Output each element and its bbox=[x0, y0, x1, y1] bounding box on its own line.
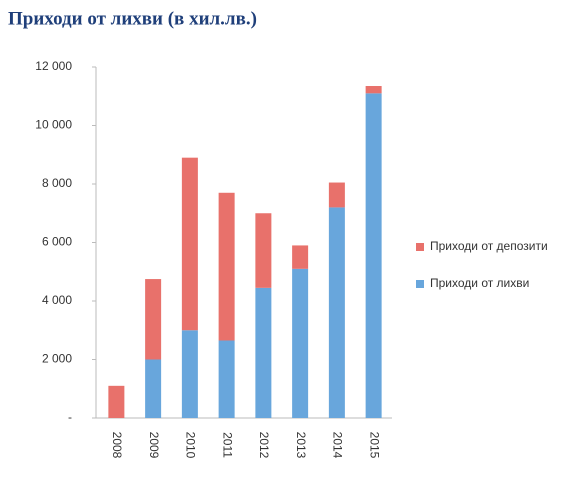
bar-segment bbox=[218, 340, 235, 418]
legend-swatch bbox=[416, 280, 424, 288]
bar-segment bbox=[108, 385, 125, 418]
bar-segment bbox=[328, 207, 345, 418]
bar-segment bbox=[328, 182, 345, 208]
bar-segment bbox=[218, 192, 235, 341]
x-tick-label: 2014 bbox=[331, 432, 345, 459]
legend-swatch bbox=[416, 243, 424, 251]
x-tick-label: 2015 bbox=[367, 432, 381, 459]
y-tick-label: 2 000 bbox=[42, 352, 72, 366]
y-tick-label: 12 000 bbox=[35, 59, 72, 73]
y-tick-label: 6 000 bbox=[42, 235, 72, 249]
x-tick-label: 2013 bbox=[294, 432, 308, 459]
bar-segment bbox=[181, 157, 198, 331]
x-tick-label: 2010 bbox=[184, 432, 198, 459]
bar-segment bbox=[365, 93, 382, 418]
bar-segment bbox=[365, 86, 382, 94]
bar-segment bbox=[292, 245, 309, 269]
legend-label: Приходи от депозити bbox=[430, 239, 548, 253]
x-tick-label: 2009 bbox=[147, 432, 161, 459]
bar-segment bbox=[292, 268, 309, 418]
x-tick-label: 2012 bbox=[257, 432, 271, 459]
y-tick-label: - bbox=[68, 410, 72, 424]
x-tick-label: 2008 bbox=[110, 432, 124, 459]
bar-segment bbox=[181, 330, 198, 418]
legend-label: Приходи от лихви bbox=[430, 276, 529, 290]
x-tick-label: 2011 bbox=[220, 432, 234, 458]
y-tick-label: 10 000 bbox=[35, 118, 72, 132]
bar-segment bbox=[145, 279, 162, 360]
chart-title: Приходи от лихви (в хил.лв.) bbox=[8, 8, 257, 29]
y-tick-label: 4 000 bbox=[42, 293, 72, 307]
bar-segment bbox=[255, 213, 272, 288]
bar-segment bbox=[145, 359, 162, 418]
bar-segment bbox=[255, 287, 272, 418]
y-tick-label: 8 000 bbox=[42, 176, 72, 190]
